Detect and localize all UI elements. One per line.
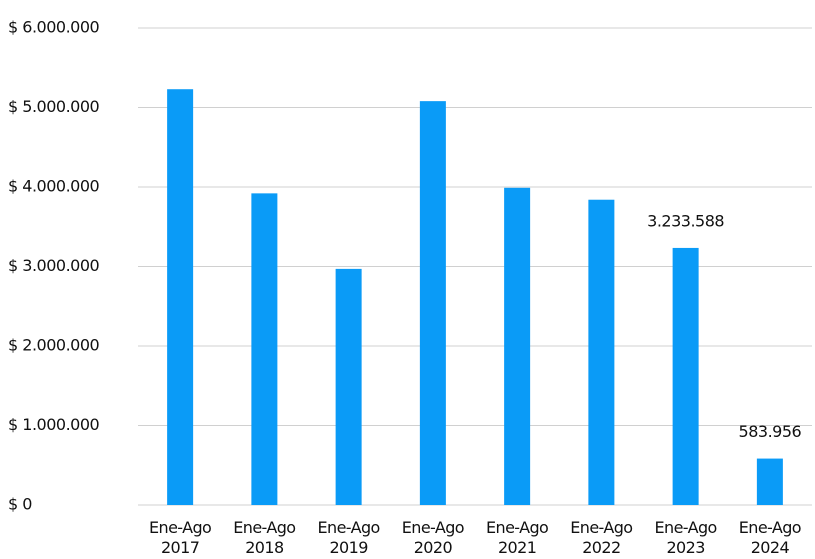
bar xyxy=(335,268,362,505)
y-tick-label: $ 2.000.000 xyxy=(8,336,100,355)
bar xyxy=(756,458,783,505)
bar xyxy=(251,193,278,506)
y-tick-label: $ 1.000.000 xyxy=(8,415,100,434)
bar xyxy=(588,199,615,505)
x-tick-label: Ene-Ago 2019 xyxy=(317,518,381,557)
x-tick-label: Ene-Ago 2020 xyxy=(401,518,465,557)
bar xyxy=(167,89,194,505)
bar xyxy=(419,101,446,505)
data-label: 3.233.588 xyxy=(647,211,724,230)
x-tick-label: Ene-Ago 2021 xyxy=(486,518,549,557)
x-tick-label: Ene-Ago 2018 xyxy=(233,518,296,557)
y-tick-label: $ 6.000.000 xyxy=(8,18,100,37)
y-tick-label: $ 0 xyxy=(8,495,32,514)
y-tick-label: $ 4.000.000 xyxy=(8,177,100,196)
x-tick-label: Ene-Ago 2017 xyxy=(149,518,212,557)
x-tick-label: Ene-Ago 2023 xyxy=(654,518,718,557)
bar xyxy=(672,247,699,505)
y-tick-label: $ 3.000.000 xyxy=(8,256,100,275)
y-tick-label: $ 5.000.000 xyxy=(8,97,100,116)
bar xyxy=(504,187,531,506)
data-label: 583.956 xyxy=(739,422,802,441)
x-tick-label: Ene-Ago 2022 xyxy=(570,518,633,557)
x-tick-label: Ene-Ago 2024 xyxy=(738,518,802,557)
